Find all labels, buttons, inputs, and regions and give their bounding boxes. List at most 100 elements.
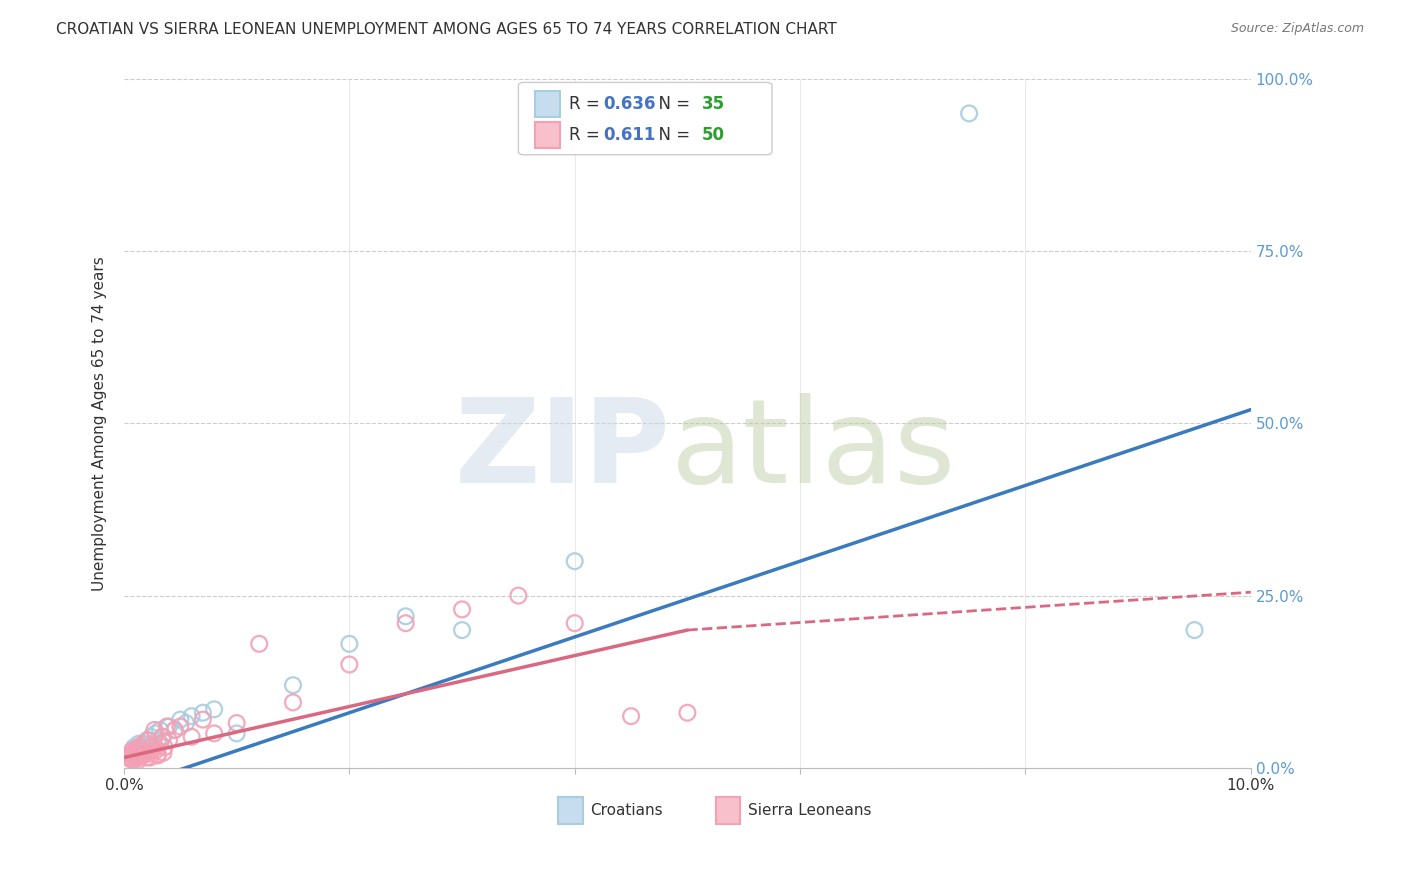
Point [128, 737, 150, 751]
Point [134, 746, 156, 760]
Point [128, 741, 150, 756]
Point [118, 747, 141, 761]
FancyBboxPatch shape [519, 82, 772, 154]
Y-axis label: Unemployment Among Ages 65 to 74 years: Unemployment Among Ages 65 to 74 years [93, 256, 107, 591]
Point [395, 609, 418, 624]
Point [202, 726, 225, 740]
Point [451, 623, 474, 637]
Point [121, 744, 143, 758]
Point [122, 740, 145, 755]
Point [152, 730, 174, 744]
Point [122, 748, 145, 763]
FancyBboxPatch shape [558, 797, 582, 823]
Point [169, 713, 191, 727]
Point [564, 554, 586, 568]
Point [138, 740, 160, 755]
Point [122, 754, 145, 768]
FancyBboxPatch shape [716, 797, 741, 823]
Point [145, 744, 167, 758]
Point [157, 719, 180, 733]
Point [124, 750, 146, 764]
Point [146, 748, 169, 763]
Text: CROATIAN VS SIERRA LEONEAN UNEMPLOYMENT AMONG AGES 65 TO 74 YEARS CORRELATION CH: CROATIAN VS SIERRA LEONEAN UNEMPLOYMENT … [56, 22, 837, 37]
Point [125, 747, 148, 761]
Text: 50: 50 [702, 126, 725, 144]
Point [139, 750, 162, 764]
Point [620, 709, 643, 723]
Point [281, 678, 304, 692]
Point [139, 730, 162, 744]
Point [225, 726, 247, 740]
Point [127, 748, 149, 763]
Point [135, 747, 157, 761]
Point [153, 740, 176, 755]
Point [129, 744, 152, 758]
Point [143, 723, 166, 737]
Point [169, 719, 191, 733]
Point [131, 739, 153, 753]
Point [395, 616, 418, 631]
Point [180, 709, 202, 723]
Point [138, 733, 160, 747]
Point [146, 747, 169, 761]
Point [118, 750, 141, 764]
Point [225, 716, 247, 731]
Point [141, 744, 163, 758]
Point [508, 589, 530, 603]
Text: N =: N = [648, 95, 696, 113]
Text: atlas: atlas [671, 393, 956, 508]
Point [128, 750, 150, 764]
Point [135, 750, 157, 764]
Point [180, 730, 202, 744]
Point [132, 737, 155, 751]
Text: N =: N = [648, 126, 696, 144]
Text: 35: 35 [702, 95, 725, 113]
Point [145, 726, 167, 740]
Point [564, 616, 586, 631]
Point [202, 702, 225, 716]
Point [142, 737, 165, 751]
Point [120, 750, 142, 764]
Point [124, 750, 146, 764]
Point [134, 747, 156, 761]
Point [163, 723, 186, 737]
Point [135, 733, 157, 747]
Point [117, 750, 139, 764]
Point [121, 747, 143, 761]
Point [174, 716, 197, 731]
Point [337, 657, 360, 672]
Point [957, 106, 980, 120]
Point [163, 723, 186, 737]
Point [451, 602, 474, 616]
Point [128, 740, 150, 755]
Point [157, 733, 180, 747]
FancyBboxPatch shape [536, 122, 560, 148]
Point [125, 741, 148, 756]
Point [127, 747, 149, 761]
Point [156, 719, 179, 733]
Point [129, 744, 152, 758]
Point [146, 733, 169, 747]
Point [122, 753, 145, 767]
Point [149, 737, 172, 751]
Text: R =: R = [569, 95, 605, 113]
Text: Croatians: Croatians [591, 803, 664, 818]
Text: 0.636: 0.636 [603, 95, 655, 113]
Point [191, 706, 214, 720]
Point [131, 748, 153, 763]
Point [152, 746, 174, 760]
Text: ZIP: ZIP [454, 393, 671, 508]
Point [150, 730, 173, 744]
Point [676, 706, 699, 720]
Text: Source: ZipAtlas.com: Source: ZipAtlas.com [1230, 22, 1364, 36]
Point [191, 713, 214, 727]
Point [247, 637, 270, 651]
Text: 0.611: 0.611 [603, 126, 655, 144]
Point [337, 637, 360, 651]
Point [127, 754, 149, 768]
Point [281, 695, 304, 709]
Point [149, 723, 172, 737]
FancyBboxPatch shape [536, 91, 560, 117]
Text: Sierra Leoneans: Sierra Leoneans [748, 803, 872, 818]
Point [1184, 623, 1206, 637]
